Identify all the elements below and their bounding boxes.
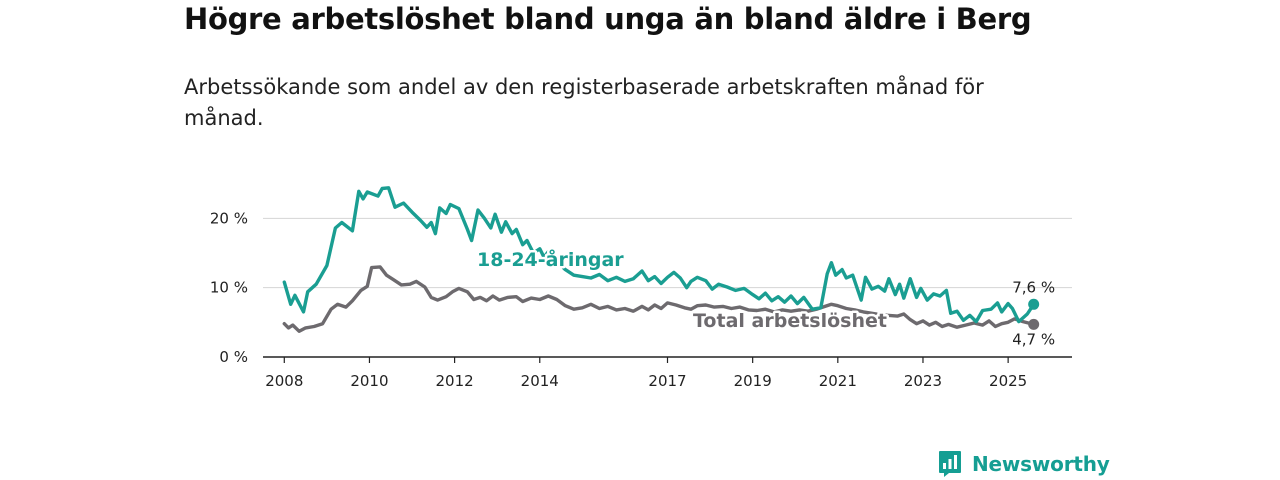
chart-title: Högre arbetslöshet bland unga än bland ä… <box>184 2 1032 36</box>
y-axis-ticks: 0 % 10 % 20 % <box>210 209 248 366</box>
chart-subtitle: Arbetssökande som andel av den registerb… <box>184 75 984 130</box>
y-tick-label: 10 % <box>210 279 248 297</box>
series-lines <box>282 186 1040 333</box>
x-tick-label: 2025 <box>989 372 1027 390</box>
x-tick-label: 2021 <box>819 372 857 390</box>
total-series-label: Total arbetslöshet <box>693 310 887 332</box>
total-end-point <box>1028 318 1040 330</box>
youth-line <box>282 186 1036 324</box>
youth-series-label: 18-24-åringar <box>477 247 624 271</box>
grid <box>263 217 1072 289</box>
x-tick-label: 2014 <box>521 372 559 390</box>
x-tick-label: 2008 <box>265 372 303 390</box>
x-axis-ticks: 2008 2010 2012 2014 2017 2019 2021 2023 2025 <box>265 357 1027 390</box>
newsworthy-logo-icon <box>939 451 961 477</box>
x-tick-label: 2012 <box>436 372 474 390</box>
total-end-label: 4,7 % <box>1012 330 1055 348</box>
x-tick-label: 2023 <box>904 372 942 390</box>
series-labels: 18-24-åringar Total arbetslöshet 7,6 % 4,7 … <box>475 245 1056 349</box>
y-tick-label: 0 % <box>219 348 248 366</box>
brand-name: Newsworthy <box>972 452 1110 476</box>
youth-end-point <box>1028 298 1040 310</box>
total-line <box>282 265 1036 333</box>
x-tick-label: 2010 <box>350 372 388 390</box>
line-chart: 0 % 10 % 20 % 2008 2010 2012 2014 2017 2019 2021… <box>210 186 1072 390</box>
youth-end-label: 7,6 % <box>1012 278 1055 296</box>
x-tick-label: 2019 <box>734 372 772 390</box>
y-tick-label: 20 % <box>210 209 248 227</box>
x-tick-label: 2017 <box>648 372 686 390</box>
brand-logo: Newsworthy <box>938 448 1110 480</box>
